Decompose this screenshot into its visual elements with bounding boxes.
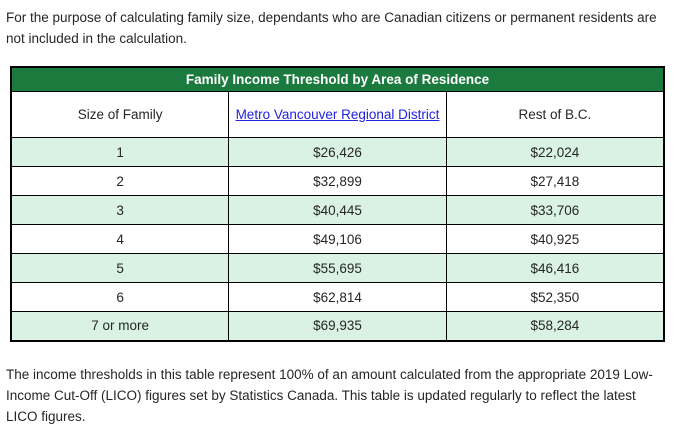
- cell-size: 6: [10, 282, 230, 312]
- table-row: 3 $40,445 $33,706: [10, 195, 665, 225]
- cell-size: 2: [10, 166, 230, 196]
- family-income-threshold-table: Family Income Threshold by Area of Resid…: [10, 66, 665, 342]
- cell-rest: $58,284: [445, 311, 665, 341]
- column-header-rest-of-bc: Rest of B.C.: [445, 91, 665, 138]
- table-column-header-row: Size of Family Metro Vancouver Regional …: [10, 91, 665, 138]
- cell-metro: $40,445: [228, 195, 447, 225]
- column-header-size-of-family: Size of Family: [10, 91, 230, 138]
- cell-rest: $33,706: [445, 195, 665, 225]
- table-row: 6 $62,814 $52,350: [10, 282, 665, 312]
- cell-rest: $27,418: [445, 166, 665, 196]
- cell-size: 4: [10, 224, 230, 254]
- table-row: 7 or more $69,935 $58,284: [10, 311, 665, 341]
- cell-rest: $40,925: [445, 224, 665, 254]
- intro-paragraph: For the purpose of calculating family si…: [6, 10, 657, 46]
- cell-rest: $22,024: [445, 137, 665, 167]
- cell-size: 5: [10, 253, 230, 283]
- cell-metro: $26,426: [228, 137, 447, 167]
- cell-metro: $69,935: [228, 311, 447, 341]
- cell-size: 7 or more: [10, 311, 230, 341]
- cell-metro: $55,695: [228, 253, 447, 283]
- cell-metro: $32,899: [228, 166, 447, 196]
- cell-metro: $62,814: [228, 282, 447, 312]
- table-row: 2 $32,899 $27,418: [10, 166, 665, 196]
- metro-vancouver-link[interactable]: Metro Vancouver Regional District: [235, 107, 440, 122]
- footer-paragraph: The income thresholds in this table repr…: [6, 366, 653, 424]
- table-title: Family Income Threshold by Area of Resid…: [10, 66, 665, 92]
- table-row: 4 $49,106 $40,925: [10, 224, 665, 254]
- table-row: 5 $55,695 $46,416: [10, 253, 665, 283]
- cell-rest: $52,350: [445, 282, 665, 312]
- table-body: 1 $26,426 $22,024 2 $32,899 $27,418 3 $4…: [10, 137, 665, 341]
- table-row: 1 $26,426 $22,024: [10, 137, 665, 167]
- cell-size: 1: [10, 137, 230, 167]
- column-header-metro-vancouver: Metro Vancouver Regional District: [228, 91, 447, 138]
- cell-rest: $46,416: [445, 253, 665, 283]
- cell-metro: $49,106: [228, 224, 447, 254]
- table-title-row: Family Income Threshold by Area of Resid…: [10, 66, 665, 92]
- cell-size: 3: [10, 195, 230, 225]
